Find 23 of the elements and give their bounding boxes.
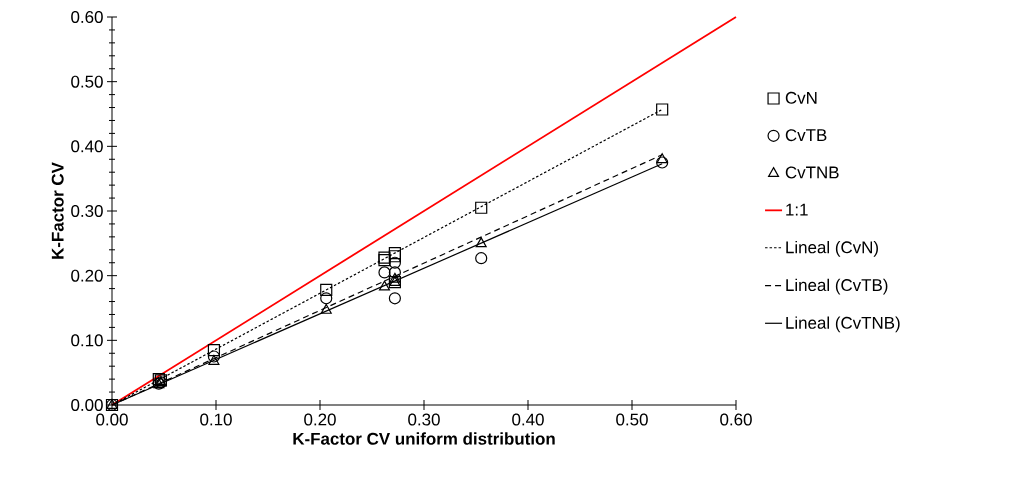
y-tick-label: 0.00 bbox=[71, 399, 103, 411]
x-tick-label: 0.00 bbox=[96, 413, 128, 426]
legend-label: Lineal (CvTB) bbox=[786, 278, 888, 295]
legend-label: CvTB bbox=[785, 129, 827, 142]
y-tick-label: 0.10 bbox=[71, 334, 103, 347]
x-tick-label: 0.50 bbox=[616, 413, 648, 426]
y-tick-label: 0.30 bbox=[71, 205, 103, 217]
legend-label: Lineal (CvN) bbox=[786, 240, 878, 257]
x-tick-label: 0.20 bbox=[304, 413, 336, 426]
legend-label: Lineal (CvTNB) bbox=[786, 316, 900, 333]
y-tick-label: 0.50 bbox=[71, 75, 103, 88]
y-axis-title: K-Factor CV bbox=[51, 162, 64, 259]
legend-label: 1:1 bbox=[786, 203, 808, 216]
y-tick-label: 0.60 bbox=[71, 11, 103, 23]
legend-label: CvN bbox=[785, 91, 817, 104]
legend-label: CvTNB bbox=[785, 166, 839, 179]
y-tick-label: 0.20 bbox=[71, 269, 103, 282]
x-tick-label: 0.60 bbox=[720, 413, 752, 426]
x-tick-label: 0.40 bbox=[512, 413, 544, 426]
x-tick-label: 0.10 bbox=[200, 413, 232, 426]
y-tick-label: 0.40 bbox=[71, 140, 103, 153]
x-axis-title: K-Factor CV uniform distribution bbox=[293, 432, 555, 445]
x-tick-label: 0.30 bbox=[408, 413, 440, 426]
